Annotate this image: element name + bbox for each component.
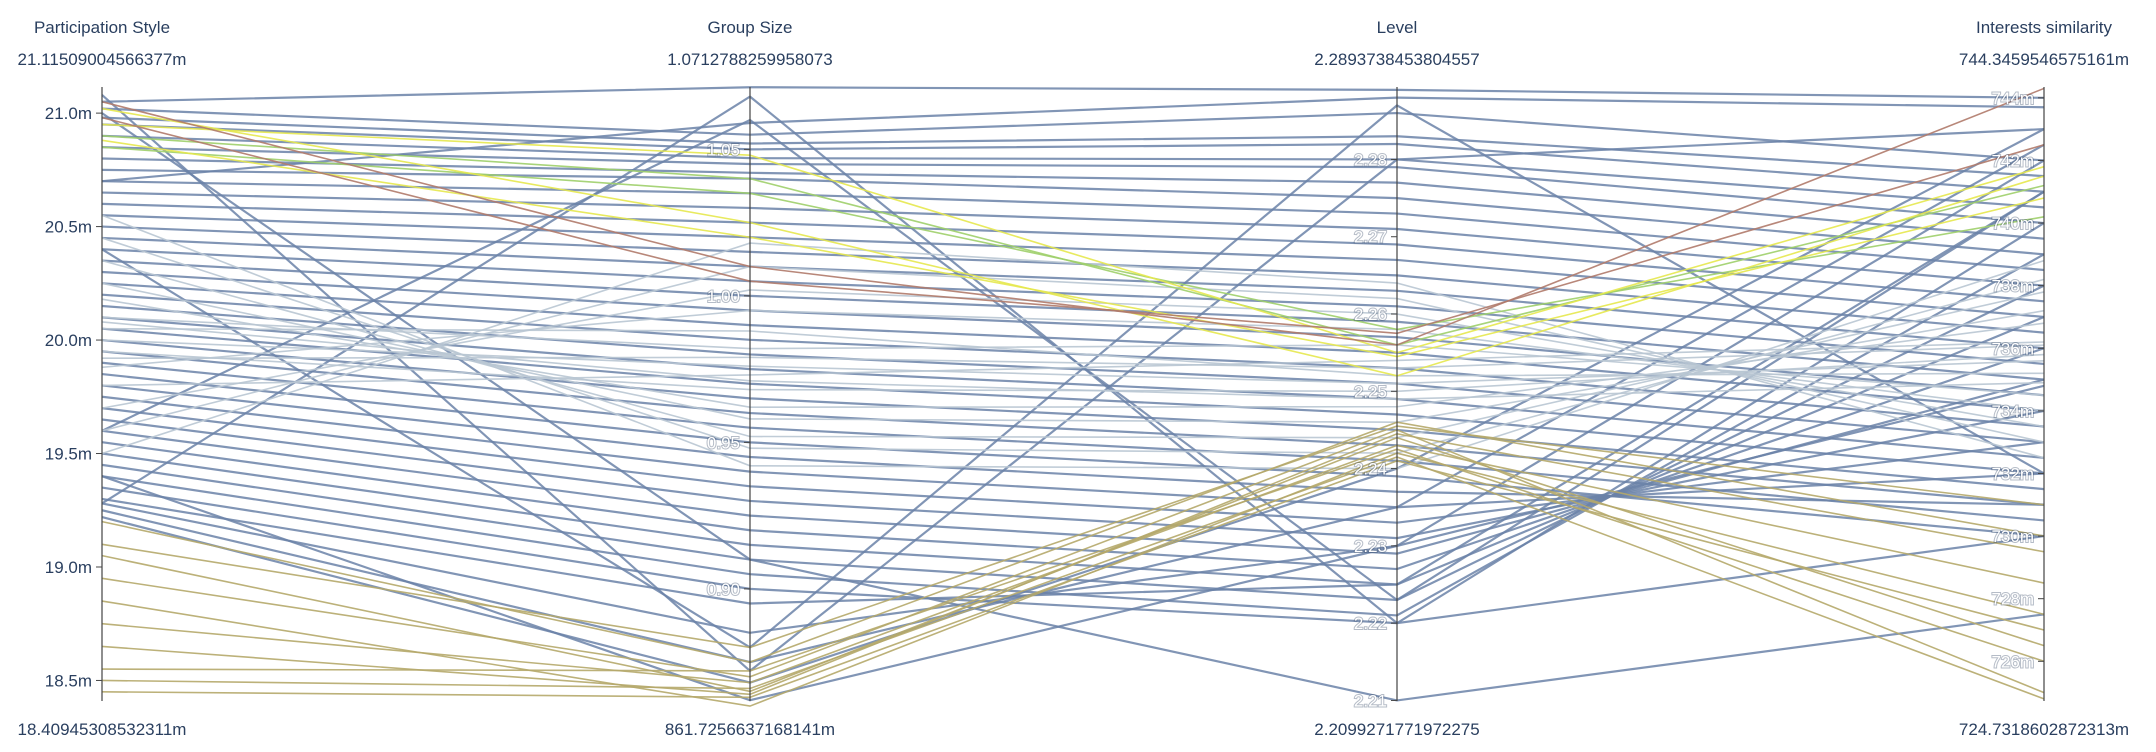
tick-label-2-2: 2.23: [1354, 537, 1387, 556]
tick-label-3-3: 732m: [1991, 464, 2034, 483]
tick-label-2-3: 2.24: [1354, 460, 1387, 479]
tick-label-3-2: 730m: [1991, 527, 2034, 546]
data-line-2: [101, 116, 2045, 178]
data-line-27: [101, 395, 2045, 509]
tick-label-2-4: 2.25: [1354, 382, 1387, 401]
data-line-74: [101, 456, 2045, 700]
data-line-26: [101, 384, 2045, 506]
data-line-1: [101, 107, 2045, 162]
data-line-73: [101, 448, 2045, 672]
data-line-61: [101, 344, 2045, 369]
tick-label-0-0: 18.5m: [45, 671, 92, 690]
data-line-58: [101, 242, 2045, 459]
data-line-64: [101, 123, 2045, 354]
axis-range-min-3: 724.7318602872313m: [1959, 720, 2129, 739]
data-line-13: [101, 236, 2045, 350]
tick-label-3-7: 740m: [1991, 214, 2034, 233]
data-line-28: [101, 407, 2045, 524]
tick-label-2-1: 2.22: [1354, 614, 1387, 633]
data-line-77: [101, 460, 2045, 699]
tick-label-1-3: 1.05: [707, 140, 740, 159]
data-line-37: [101, 159, 2045, 634]
data-line-78: [101, 87, 2045, 346]
data-line-39: [101, 128, 2045, 684]
tick-label-0-4: 20.5m: [45, 218, 92, 237]
tick-label-0-2: 19.5m: [45, 445, 92, 464]
data-line-42: [101, 104, 2045, 649]
axis-0[interactable]: Participation Style 21.11509004566377m 18.…: [18, 18, 187, 739]
data-line-24: [101, 361, 2045, 522]
data-line-25: [101, 372, 2045, 538]
data-line-46: [101, 96, 2045, 183]
tick-label-3-4: 734m: [1991, 402, 2034, 421]
data-line-66: [101, 146, 2045, 331]
tick-label-3-9: 744m: [1991, 89, 2034, 108]
axis-title-2[interactable]: Level: [1377, 18, 1418, 37]
data-line-29: [101, 409, 2045, 540]
axis-range-max-2: 2.2893738453804557: [1314, 50, 1479, 69]
tick-label-2-7: 2.28: [1354, 150, 1387, 169]
axis-range-min-1: 861.7256637168141m: [665, 720, 835, 739]
data-line-36: [101, 190, 2045, 605]
data-line-31: [101, 347, 2045, 571]
tick-label-3-8: 742m: [1991, 151, 2034, 170]
tick-label-3-0: 726m: [1991, 652, 2034, 671]
tick-label-0-5: 21.0m: [45, 104, 92, 123]
tick-label-2-5: 2.26: [1354, 305, 1387, 324]
data-line-38: [101, 143, 2045, 664]
tick-label-2-6: 2.27: [1354, 228, 1387, 247]
data-line-35: [101, 222, 2045, 625]
axis-range-min-0: 18.40945308532311m: [18, 720, 187, 739]
data-line-4: [101, 134, 2045, 209]
data-line-62: [101, 321, 2045, 400]
tick-label-3-5: 736m: [1991, 339, 2034, 358]
tick-label-3-6: 738m: [1991, 277, 2034, 296]
data-line-57: [101, 237, 2045, 454]
tick-label-1-2: 1.00: [707, 287, 740, 306]
data-line-69: [101, 429, 2045, 694]
data-line-8: [101, 180, 2045, 272]
data-line-3: [101, 123, 2045, 193]
axis-title-0[interactable]: Participation Style: [34, 18, 170, 37]
tick-label-3-1: 728m: [1991, 590, 2034, 609]
data-line-76: [101, 425, 2045, 649]
data-line-7: [101, 168, 2045, 256]
axis-1[interactable]: Group Size 1.0712788259958073 861.72566371…: [665, 18, 835, 739]
data-line-63: [101, 107, 2045, 377]
axis-2[interactable]: Level 2.2893738453804557 2.209927177197227…: [1314, 18, 1479, 739]
axis-range-max-1: 1.0712788259958073: [667, 50, 832, 69]
axis-range-max-0: 21.11509004566377m: [18, 50, 187, 69]
data-line-47: [101, 341, 2045, 387]
axis-3[interactable]: Interests similarity 744.3459546575161m 72…: [1959, 18, 2129, 739]
tick-label-2-0: 2.21: [1354, 691, 1387, 710]
data-line-17: [101, 282, 2045, 412]
data-line-43: [101, 118, 2045, 602]
axes-layer: Participation Style 21.11509004566377m 18.…: [18, 18, 2130, 739]
data-line-44: [101, 112, 2045, 702]
tick-label-1-0: 0.90: [707, 580, 740, 599]
tick-label-0-1: 19.0m: [45, 558, 92, 577]
data-line-50: [101, 327, 2045, 377]
data-line-67: [101, 139, 2045, 358]
data-line-72: [101, 432, 2045, 696]
axis-title-3[interactable]: Interests similarity: [1976, 18, 2113, 37]
tick-label-0-3: 20.0m: [45, 331, 92, 350]
data-line-59: [101, 214, 2045, 470]
data-line-79: [101, 116, 2045, 335]
data-line-5: [101, 146, 2045, 225]
data-line-60: [101, 339, 2045, 385]
data-line-14: [101, 248, 2045, 366]
axis-title-1[interactable]: Group Size: [707, 18, 792, 37]
data-line-75: [101, 421, 2045, 663]
axis-range-min-2: 2.2099271771972275: [1314, 720, 1479, 739]
axis-range-max-3: 744.3459546575161m: [1959, 50, 2129, 69]
data-line-9: [101, 191, 2045, 287]
data-line-40: [101, 94, 2045, 673]
data-line-0: [101, 86, 2045, 103]
tick-label-1-1: 0.95: [707, 433, 740, 452]
polylines-layer: [101, 86, 2045, 707]
